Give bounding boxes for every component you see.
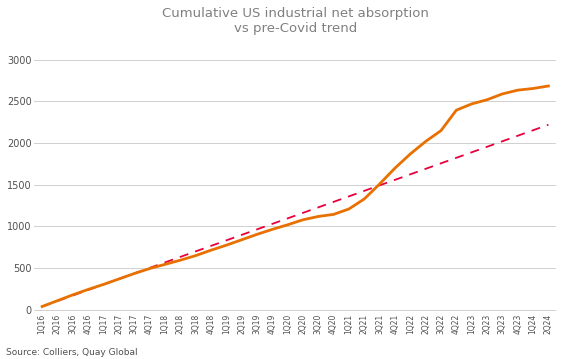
Text: Source: Colliers, Quay Global: Source: Colliers, Quay Global — [6, 348, 137, 357]
Title: Cumulative US industrial net absorption
vs pre-Covid trend: Cumulative US industrial net absorption … — [162, 7, 428, 35]
